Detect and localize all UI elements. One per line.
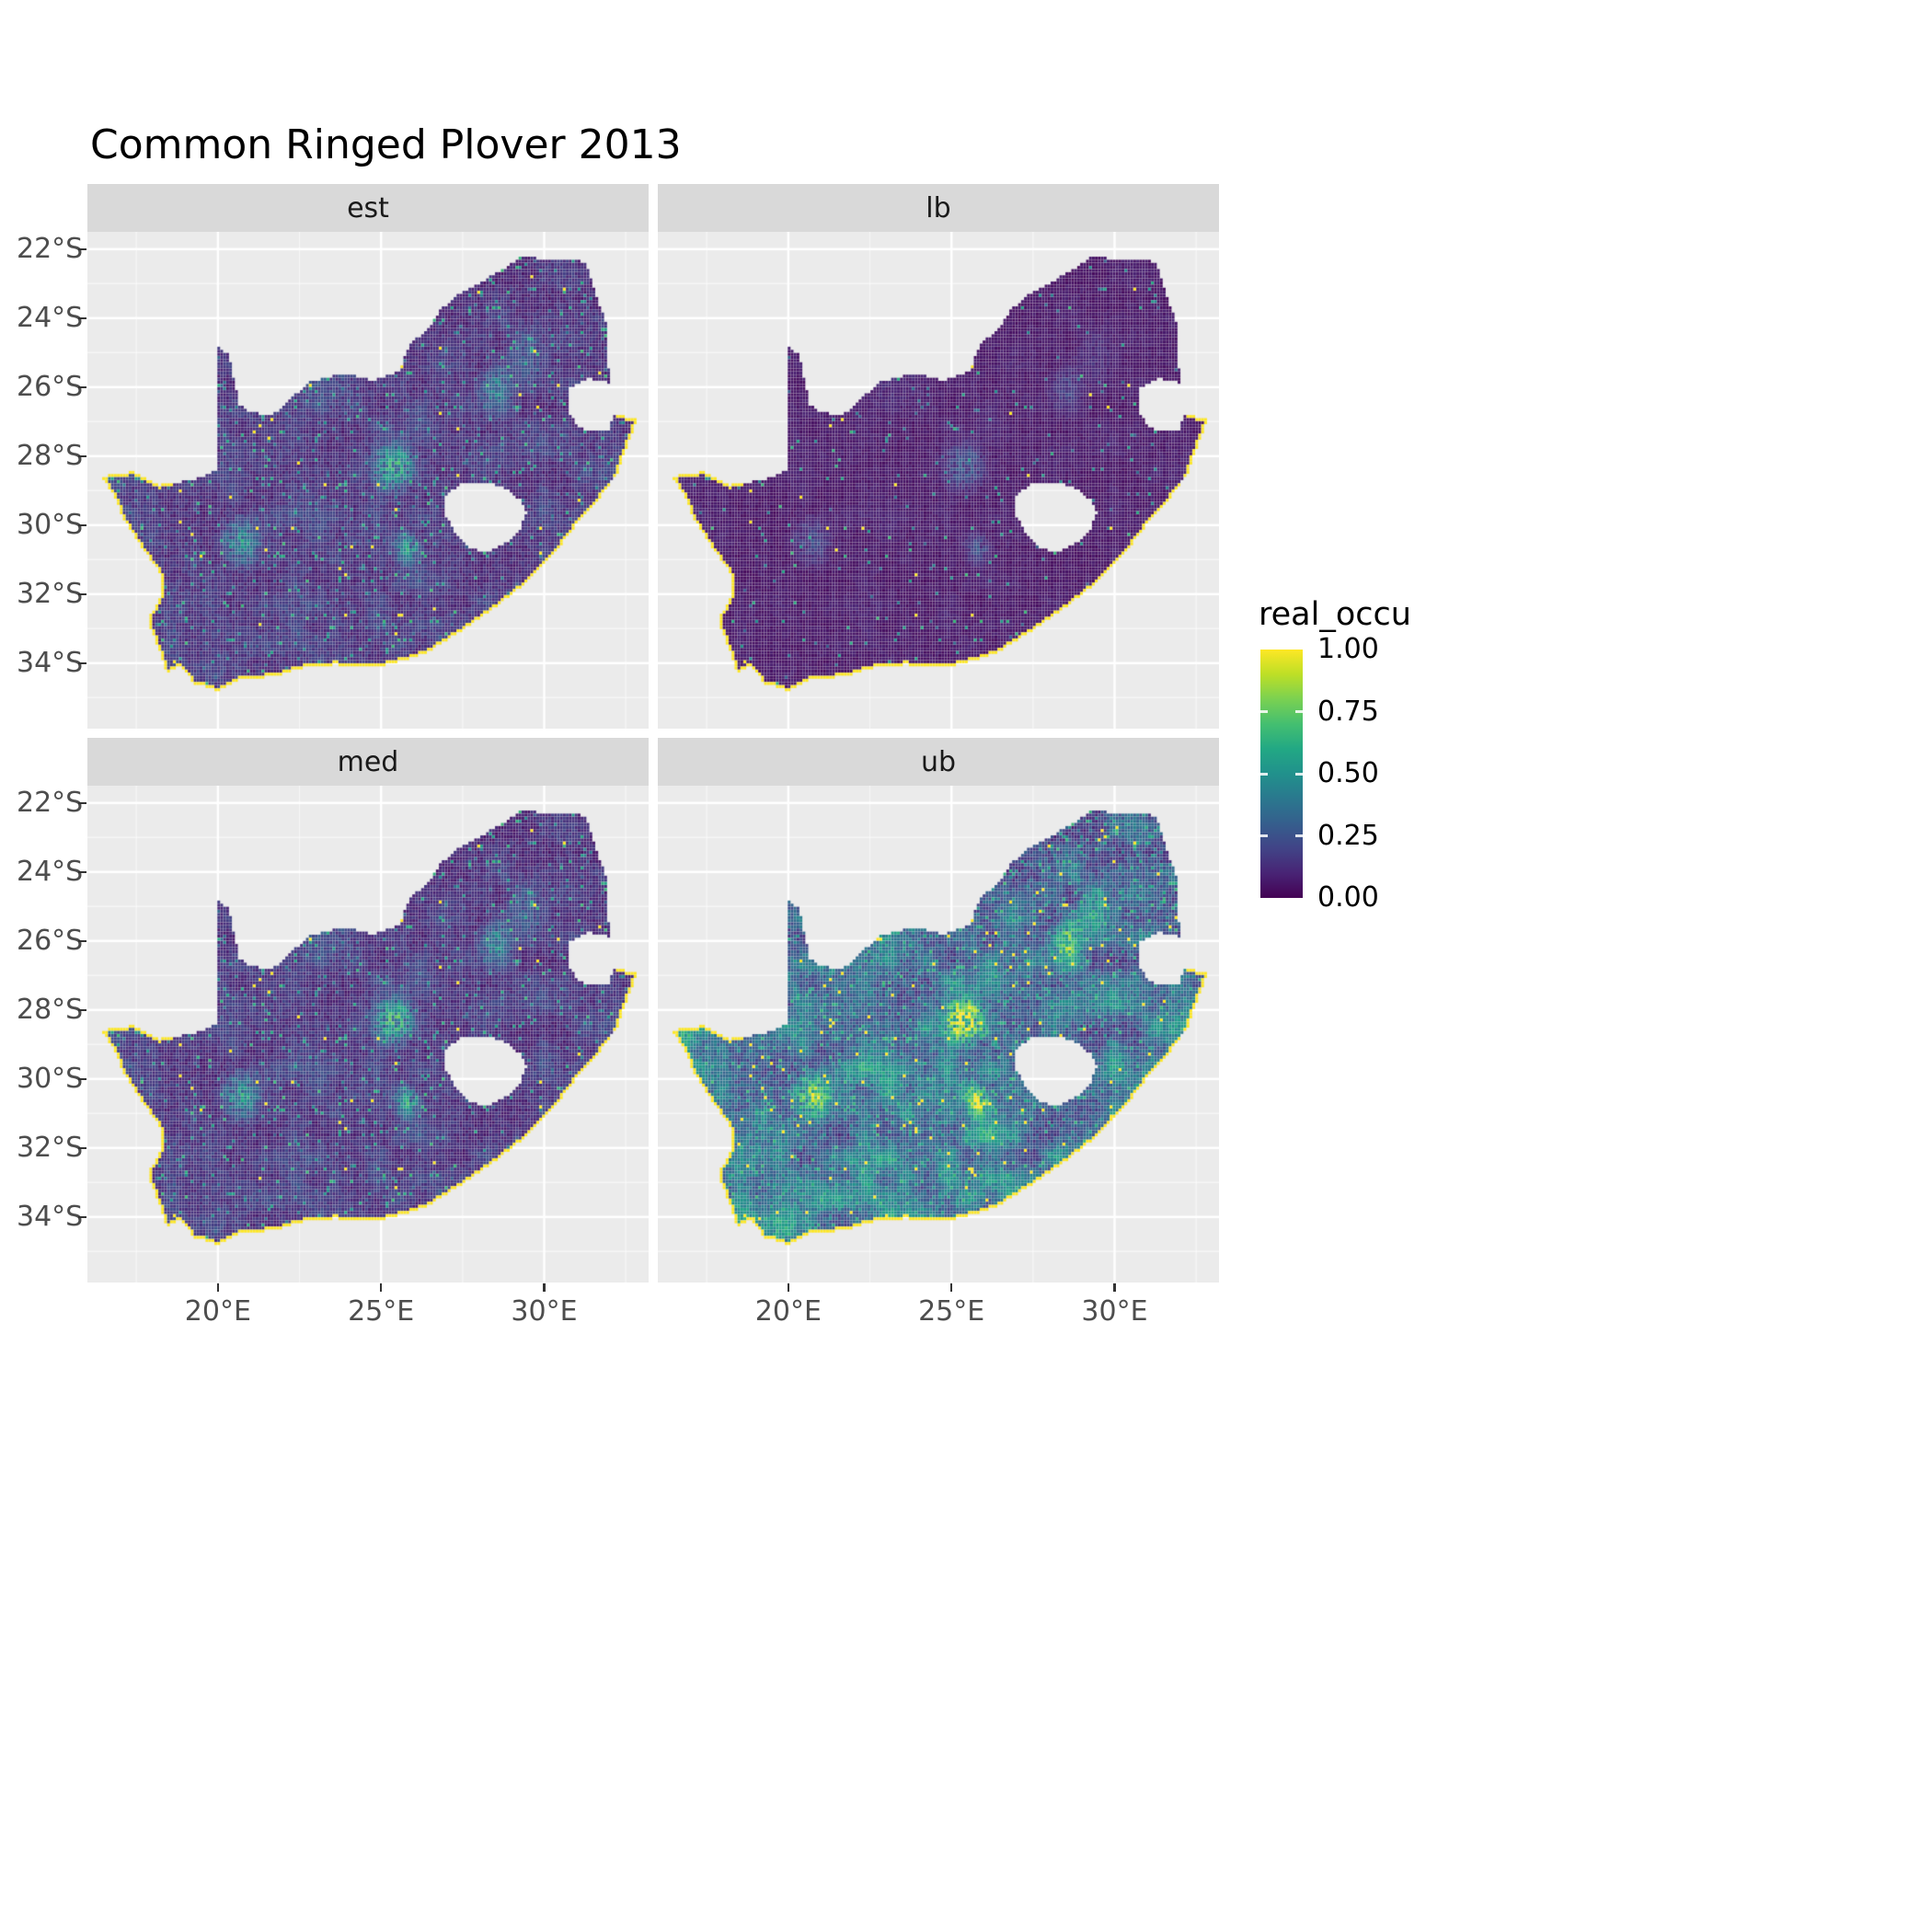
legend-tick-label: 0.50 [1317, 757, 1379, 789]
facet-label-lb: lb [926, 191, 951, 224]
map-panel-lb [658, 232, 1219, 729]
legend-tick-label: 0.00 [1317, 881, 1379, 914]
y-axis-label: 22°S [17, 232, 84, 265]
y-axis-tick [78, 870, 86, 874]
legend-bar-tick [1260, 834, 1268, 837]
legend-bar-tick [1295, 772, 1303, 776]
legend-bar-tick [1295, 834, 1303, 837]
facet-label-ub: ub [920, 745, 957, 778]
map-panel-est [87, 232, 649, 729]
y-axis-label: 24°S [17, 855, 84, 888]
x-axis-label: 20°E [754, 1295, 822, 1328]
x-axis-label: 30°E [1081, 1295, 1148, 1328]
facet-strip-est: est [87, 184, 649, 232]
map-panel-med [87, 786, 649, 1282]
y-axis-label: 30°S [17, 1062, 84, 1095]
legend-bar-tick [1260, 772, 1268, 776]
x-axis-tick [543, 1283, 546, 1292]
x-axis-label: 25°E [918, 1295, 985, 1328]
y-axis-tick [78, 247, 86, 251]
legend-tick-label: 0.25 [1317, 819, 1379, 852]
y-axis-label: 28°S [17, 993, 84, 1026]
y-axis-tick [78, 1146, 86, 1150]
x-axis-label: 25°E [348, 1295, 415, 1328]
y-axis-tick [78, 1008, 86, 1012]
y-axis-tick [78, 1215, 86, 1219]
x-axis-tick [216, 1283, 220, 1292]
facet-label-est: est [347, 191, 389, 224]
y-axis-tick [78, 592, 86, 596]
y-axis-tick [78, 939, 86, 943]
legend-title: real_occu [1259, 596, 1411, 633]
y-axis-label: 22°S [17, 786, 84, 819]
x-axis-tick [1113, 1283, 1116, 1292]
plot-title: Common Ringed Plover 2013 [90, 121, 682, 168]
y-axis-tick [78, 316, 86, 320]
x-axis-tick [379, 1283, 383, 1292]
facet-strip-lb: lb [658, 184, 1219, 232]
y-axis-label: 30°S [17, 508, 84, 541]
y-axis-label: 26°S [17, 370, 84, 403]
legend-bar-tick [1260, 710, 1268, 713]
y-axis-label: 32°S [17, 577, 84, 610]
legend-bar-tick [1295, 710, 1303, 713]
y-axis-label: 26°S [17, 924, 84, 957]
facet-strip-med: med [87, 738, 649, 786]
y-axis-tick [78, 523, 86, 527]
y-axis-label: 34°S [17, 1200, 84, 1233]
y-axis-label: 34°S [17, 646, 84, 679]
y-axis-label: 28°S [17, 439, 84, 472]
y-axis-label: 32°S [17, 1131, 84, 1164]
y-axis-tick [78, 454, 86, 458]
y-axis-tick [78, 801, 86, 805]
y-axis-label: 24°S [17, 301, 84, 334]
y-axis-tick [78, 385, 86, 389]
x-axis-label: 20°E [184, 1295, 251, 1328]
legend-tick-label: 0.75 [1317, 695, 1379, 728]
x-axis-tick [787, 1283, 790, 1292]
map-panel-ub [658, 786, 1219, 1282]
y-axis-tick [78, 1077, 86, 1081]
y-axis-tick [78, 661, 86, 665]
x-axis-label: 30°E [511, 1295, 578, 1328]
facet-strip-ub: ub [658, 738, 1219, 786]
x-axis-tick [949, 1283, 953, 1292]
legend-tick-label: 1.00 [1317, 633, 1379, 665]
facet-label-med: med [337, 745, 399, 778]
